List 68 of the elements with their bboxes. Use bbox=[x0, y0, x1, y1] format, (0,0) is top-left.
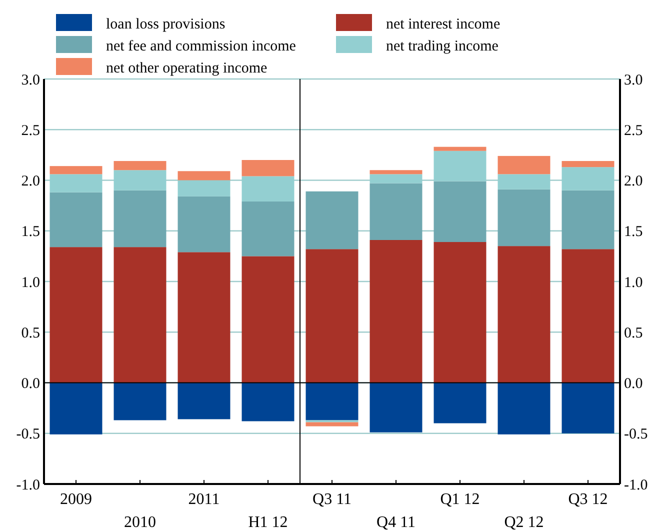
bar bbox=[434, 242, 486, 383]
bar bbox=[306, 249, 358, 383]
bar bbox=[114, 190, 166, 248]
bar bbox=[114, 247, 166, 383]
legend-label: loan loss provisions bbox=[106, 16, 226, 32]
y-tick-label: 1.5 bbox=[21, 224, 40, 240]
bar bbox=[114, 161, 166, 170]
bar bbox=[498, 246, 550, 383]
y-tick-label: 0.5 bbox=[21, 325, 40, 342]
y-tick-label: 2.5 bbox=[21, 122, 40, 139]
y-tick-label: -0.5 bbox=[16, 426, 40, 443]
x-tick-label: H1 12 bbox=[248, 514, 288, 531]
bar bbox=[50, 382, 102, 434]
y2-tick-label: -1.0 bbox=[624, 477, 648, 494]
x-tick-label: Q2 12 bbox=[504, 514, 544, 531]
bar bbox=[434, 382, 486, 424]
legend-label: net trading income bbox=[386, 38, 499, 54]
x-tick-label: Q3 12 bbox=[568, 491, 608, 508]
y2-tick-label: 3.0 bbox=[624, 72, 643, 88]
bar bbox=[562, 161, 614, 168]
bar bbox=[498, 156, 550, 174]
bar bbox=[306, 382, 358, 420]
bar bbox=[178, 171, 230, 180]
bar bbox=[178, 252, 230, 383]
bar bbox=[562, 249, 614, 383]
y2-tick-label: 0.0 bbox=[624, 376, 643, 392]
bar bbox=[498, 189, 550, 246]
bar bbox=[306, 191, 358, 250]
bar bbox=[498, 382, 550, 434]
y-tick-label: 1.0 bbox=[21, 274, 40, 291]
bar bbox=[242, 382, 294, 422]
y2-tick-label: 2.5 bbox=[624, 122, 643, 139]
bar bbox=[370, 240, 422, 383]
x-tick-label: Q3 11 bbox=[312, 491, 352, 508]
bar bbox=[50, 166, 102, 174]
x-tick-label: 2009 bbox=[60, 491, 92, 508]
bar bbox=[562, 190, 614, 250]
bar bbox=[562, 382, 614, 434]
bar bbox=[50, 247, 102, 383]
legend-label: net interest income bbox=[386, 16, 500, 32]
x-tick-label: Q1 12 bbox=[440, 491, 480, 508]
x-tick-label: 2010 bbox=[124, 514, 156, 531]
y-tick-label: 3.0 bbox=[21, 72, 40, 88]
y2-tick-label: 1.5 bbox=[624, 224, 643, 240]
x-tick-label: 2011 bbox=[188, 491, 220, 508]
y-tick-label: 0.0 bbox=[21, 376, 40, 392]
bar bbox=[434, 146, 486, 151]
bar bbox=[178, 382, 230, 420]
y2-tick-label: 2.0 bbox=[624, 174, 643, 190]
bar bbox=[242, 202, 294, 256]
y2-tick-label: -0.5 bbox=[624, 426, 648, 443]
x-tick-label: Q4 11 bbox=[376, 514, 416, 531]
bar bbox=[114, 382, 166, 420]
bar bbox=[370, 183, 422, 240]
y2-tick-label: 0.5 bbox=[624, 325, 643, 342]
bar bbox=[306, 422, 358, 426]
legend-label: net other operating income bbox=[106, 60, 268, 76]
y-tick-label: -1.0 bbox=[16, 477, 40, 494]
bar bbox=[370, 170, 422, 174]
bar bbox=[242, 160, 294, 176]
bar bbox=[242, 256, 294, 383]
bar bbox=[434, 181, 486, 242]
bar bbox=[370, 382, 422, 432]
y2-tick-label: 1.0 bbox=[624, 274, 643, 291]
legend-label: net fee and commission income bbox=[106, 38, 296, 54]
bar bbox=[50, 192, 102, 248]
bar bbox=[178, 196, 230, 252]
y-tick-label: 2.0 bbox=[21, 174, 40, 190]
